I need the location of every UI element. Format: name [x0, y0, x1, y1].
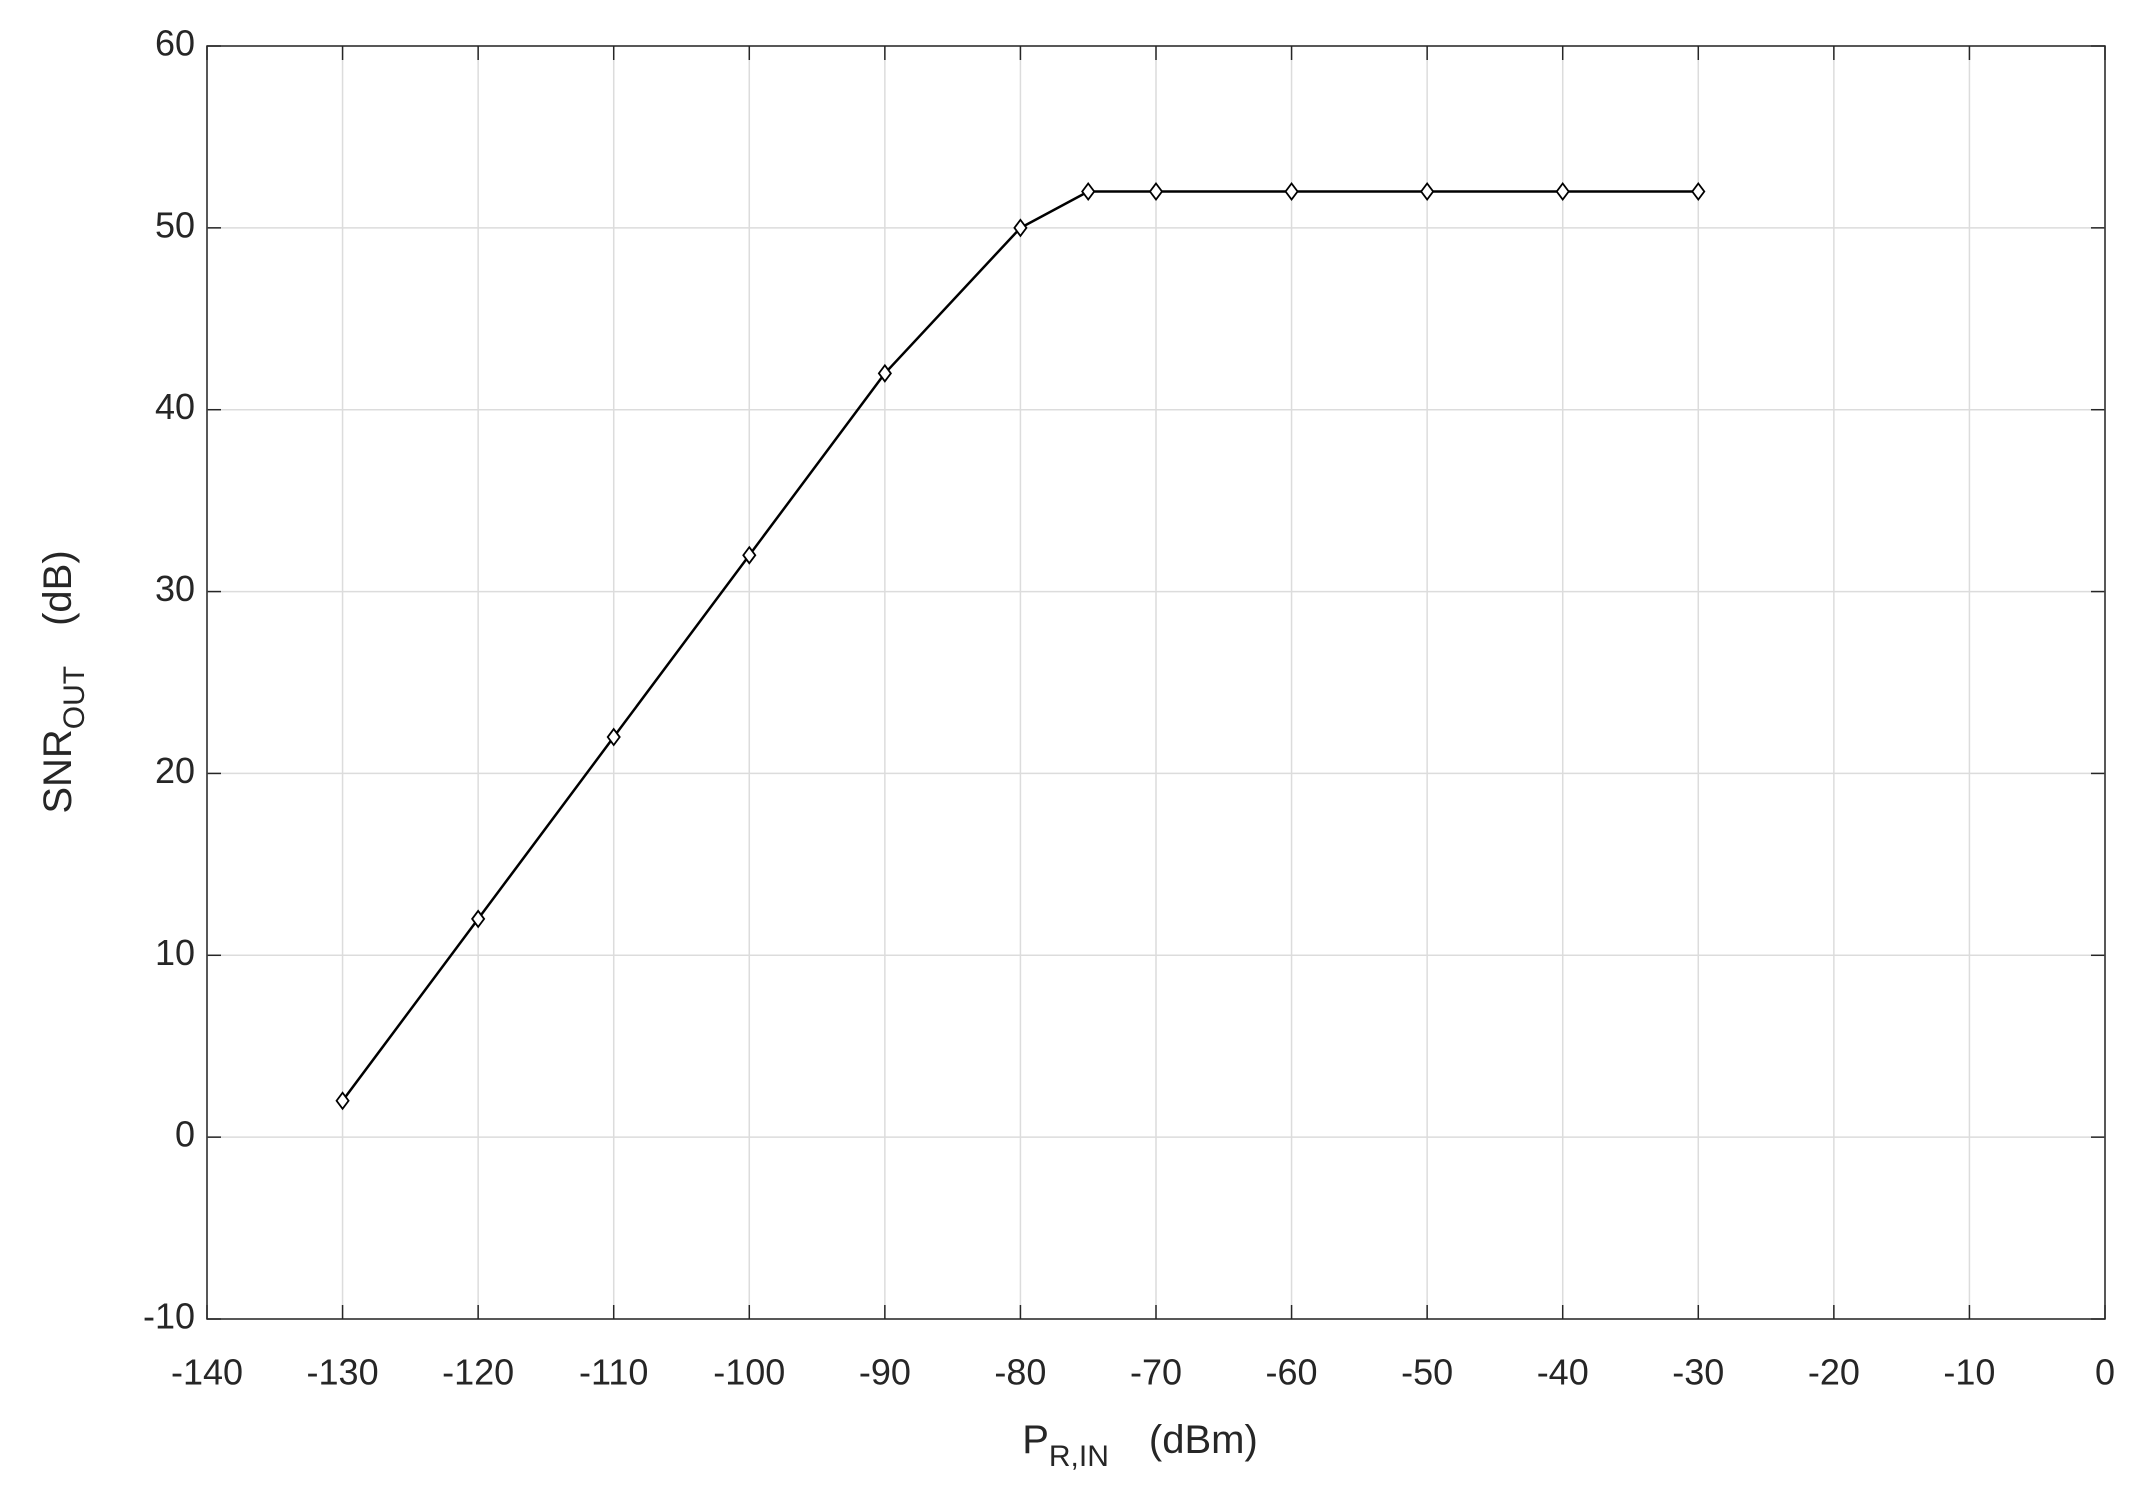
x-label-unit: (dBm) — [1149, 1418, 1258, 1462]
x-tick-label: -80 — [994, 1352, 1046, 1393]
x-tick-label: -130 — [307, 1352, 379, 1393]
marker — [877, 363, 892, 383]
marker — [1284, 181, 1299, 201]
marker — [1555, 181, 1570, 201]
y-tick-label: 20 — [155, 750, 195, 791]
y-label-unit: (dB) — [36, 550, 80, 626]
x-tick-label: -50 — [1401, 1352, 1453, 1393]
y-axis-label: SNROUT (dB) — [36, 550, 91, 813]
x-label-main: P — [1022, 1418, 1049, 1462]
x-tick-label: -110 — [579, 1352, 648, 1393]
x-tick-label: -20 — [1808, 1352, 1860, 1393]
x-tick-label: 0 — [2095, 1352, 2115, 1393]
marker — [1420, 181, 1435, 201]
y-tick-label: -10 — [143, 1296, 195, 1337]
x-tick-label: -100 — [713, 1352, 785, 1393]
series-line — [341, 190, 1699, 1102]
marker — [335, 1091, 350, 1111]
x-tick-label: -60 — [1266, 1352, 1318, 1393]
marker — [742, 545, 757, 565]
y-tick-label: 0 — [175, 1114, 195, 1155]
y-tick-label: 60 — [155, 23, 195, 64]
y-tick-label: 40 — [155, 386, 195, 427]
x-tick-label: -40 — [1537, 1352, 1589, 1393]
plot-frame — [206, 45, 2106, 1320]
x-tick-label: -90 — [859, 1352, 911, 1393]
x-tick-label: -70 — [1130, 1352, 1182, 1393]
marker — [1691, 181, 1706, 201]
x-tick-label: -120 — [442, 1352, 514, 1393]
y-tick-label: 50 — [155, 204, 195, 245]
x-axis-label: PR,IN (dBm) — [1022, 1418, 1258, 1473]
y-label-main: SNR — [36, 729, 80, 813]
y-tick-label: 30 — [155, 568, 195, 609]
marker — [1148, 181, 1164, 201]
y-tick-label: 10 — [155, 932, 195, 973]
marker — [1013, 218, 1028, 238]
x-tick-label: -140 — [171, 1352, 243, 1393]
marker — [1081, 181, 1096, 201]
x-tick-label: -10 — [1943, 1352, 1995, 1393]
x-label-sub: R,IN — [1049, 1440, 1109, 1473]
y-label-sub: OUT — [58, 666, 91, 729]
marker — [471, 909, 486, 929]
x-tick-label: -30 — [1672, 1352, 1724, 1393]
marker — [606, 727, 621, 747]
